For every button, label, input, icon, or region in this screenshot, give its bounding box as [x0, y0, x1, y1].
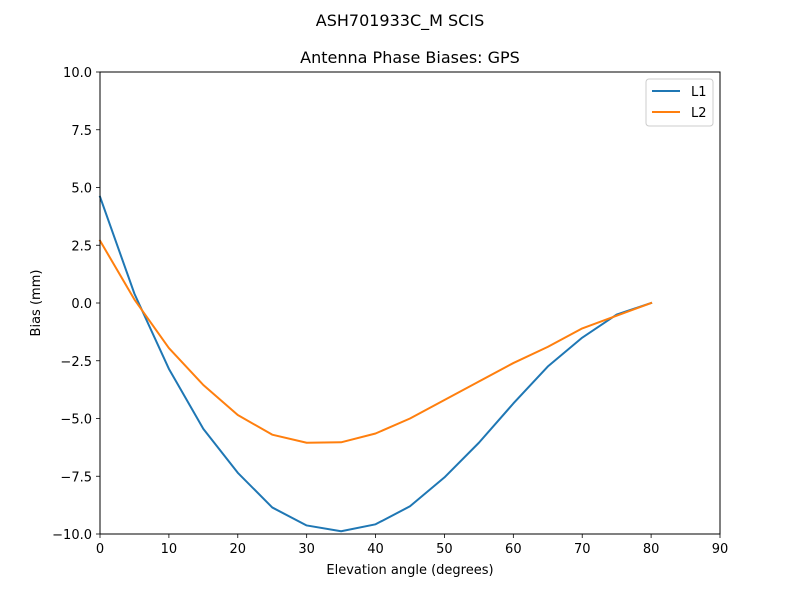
y-tick-label: 10.0	[63, 66, 92, 81]
plot-frame	[99, 71, 721, 535]
x-tick-label: 0	[96, 542, 104, 557]
y-tick-label: −10.0	[52, 528, 92, 543]
plot-series-group	[98, 195, 653, 533]
x-tick-label: 60	[505, 542, 522, 557]
y-axis-label: Bias (mm)	[29, 270, 44, 337]
x-tick-label: 20	[230, 542, 247, 557]
y-tick-label: 7.5	[71, 124, 92, 139]
x-tick-label: 40	[367, 542, 384, 557]
legend-label-l2: L2	[691, 106, 707, 121]
x-tick-label: 80	[643, 542, 660, 557]
x-axis-ticks: 0 10 20 30 40 50 60 70 80 90	[96, 534, 728, 557]
y-tick-label: 2.5	[71, 239, 92, 254]
series-line-l1	[98, 195, 653, 533]
y-tick-label: −5.0	[60, 413, 92, 428]
series-line-l2	[98, 239, 653, 444]
x-tick-label: 10	[161, 542, 178, 557]
y-axis-ticks: −10.0 −7.5 −5.0 −2.5 0.0 2.5 5.0 7.5 10.0	[52, 66, 100, 543]
y-tick-label: 5.0	[71, 182, 92, 197]
x-tick-label: 90	[712, 542, 729, 557]
x-tick-label: 30	[298, 542, 315, 557]
y-tick-label: −7.5	[60, 470, 92, 485]
y-tick-label: −2.5	[60, 355, 92, 370]
chart-title: Antenna Phase Biases: GPS	[300, 48, 520, 67]
y-tick-label: 0.0	[71, 297, 92, 312]
x-tick-label: 50	[436, 542, 453, 557]
x-axis-label: Elevation angle (degrees)	[326, 563, 493, 578]
legend-label-l1: L1	[691, 85, 707, 100]
legend: L1 L2	[645, 78, 714, 127]
figure-suptitle: ASH701933C_M SCIS	[316, 11, 484, 31]
x-tick-label: 70	[574, 542, 591, 557]
